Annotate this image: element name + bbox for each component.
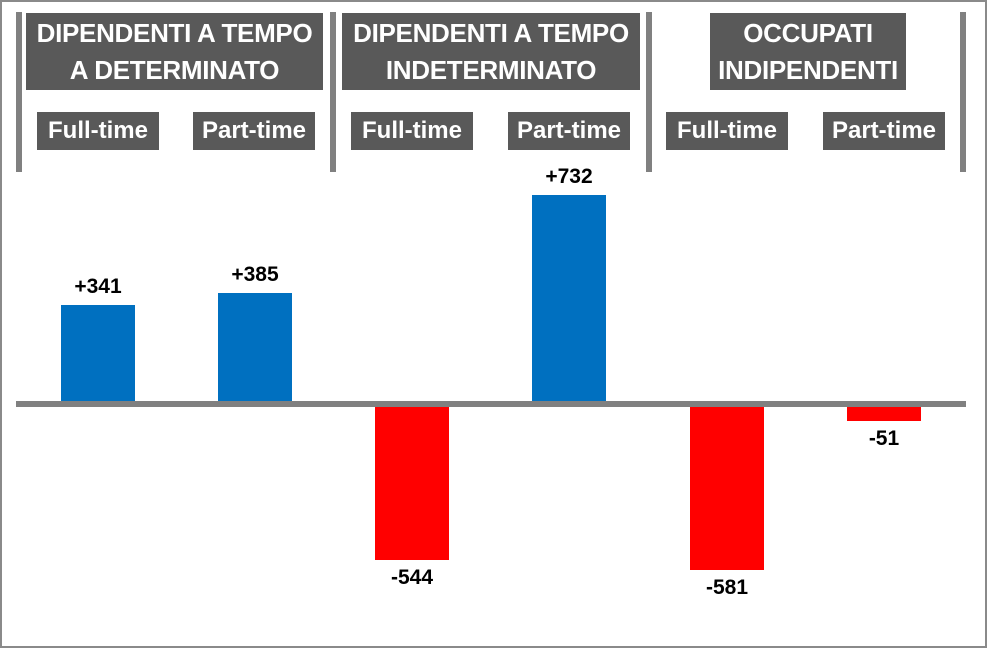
section-divider xyxy=(960,12,966,172)
bar-value-label: -544 xyxy=(390,566,434,589)
section-divider xyxy=(16,12,22,172)
category-label-fulltime: Full-time xyxy=(666,112,788,150)
category-label-fulltime: Full-time xyxy=(37,112,159,150)
bar-rect xyxy=(61,305,135,401)
bar-rect xyxy=(375,407,449,560)
group-header-line: A DETERMINATO xyxy=(69,54,280,85)
category-label-parttime: Part-time xyxy=(193,112,315,150)
bar-value-label: +732 xyxy=(545,165,593,188)
bar-rect xyxy=(532,195,606,401)
bar-rect xyxy=(690,407,764,570)
bar-value-label: -581 xyxy=(705,576,749,599)
group-header-line: OCCUPATI xyxy=(743,17,873,48)
bar-rect xyxy=(847,407,921,421)
category-label-fulltime: Full-time xyxy=(351,112,473,150)
group-header-dipendenti-determinato: DIPENDENTI A TEMPO A DETERMINATO xyxy=(26,13,323,90)
group-header-dipendenti-indeterminato: DIPENDENTI A TEMPO INDETERMINATO xyxy=(342,13,640,90)
bar-value-label: +341 xyxy=(74,275,122,298)
zero-axis-line xyxy=(16,401,966,407)
bar-rect xyxy=(218,293,292,401)
group-header-line: DIPENDENTI A TEMPO xyxy=(353,17,629,48)
category-label-parttime: Part-time xyxy=(508,112,630,150)
group-header-line: DIPENDENTI A TEMPO xyxy=(36,17,313,48)
group-header-occupati-indipendenti: OCCUPATI INDIPENDENTI xyxy=(710,13,906,90)
bar-value-label: -51 xyxy=(868,427,900,450)
bar-value-label: +385 xyxy=(231,263,279,286)
group-header-line: INDIPENDENTI xyxy=(718,54,898,85)
group-header-line: INDETERMINATO xyxy=(385,54,597,85)
section-divider xyxy=(330,12,336,172)
section-divider xyxy=(646,12,652,172)
category-label-parttime: Part-time xyxy=(823,112,945,150)
